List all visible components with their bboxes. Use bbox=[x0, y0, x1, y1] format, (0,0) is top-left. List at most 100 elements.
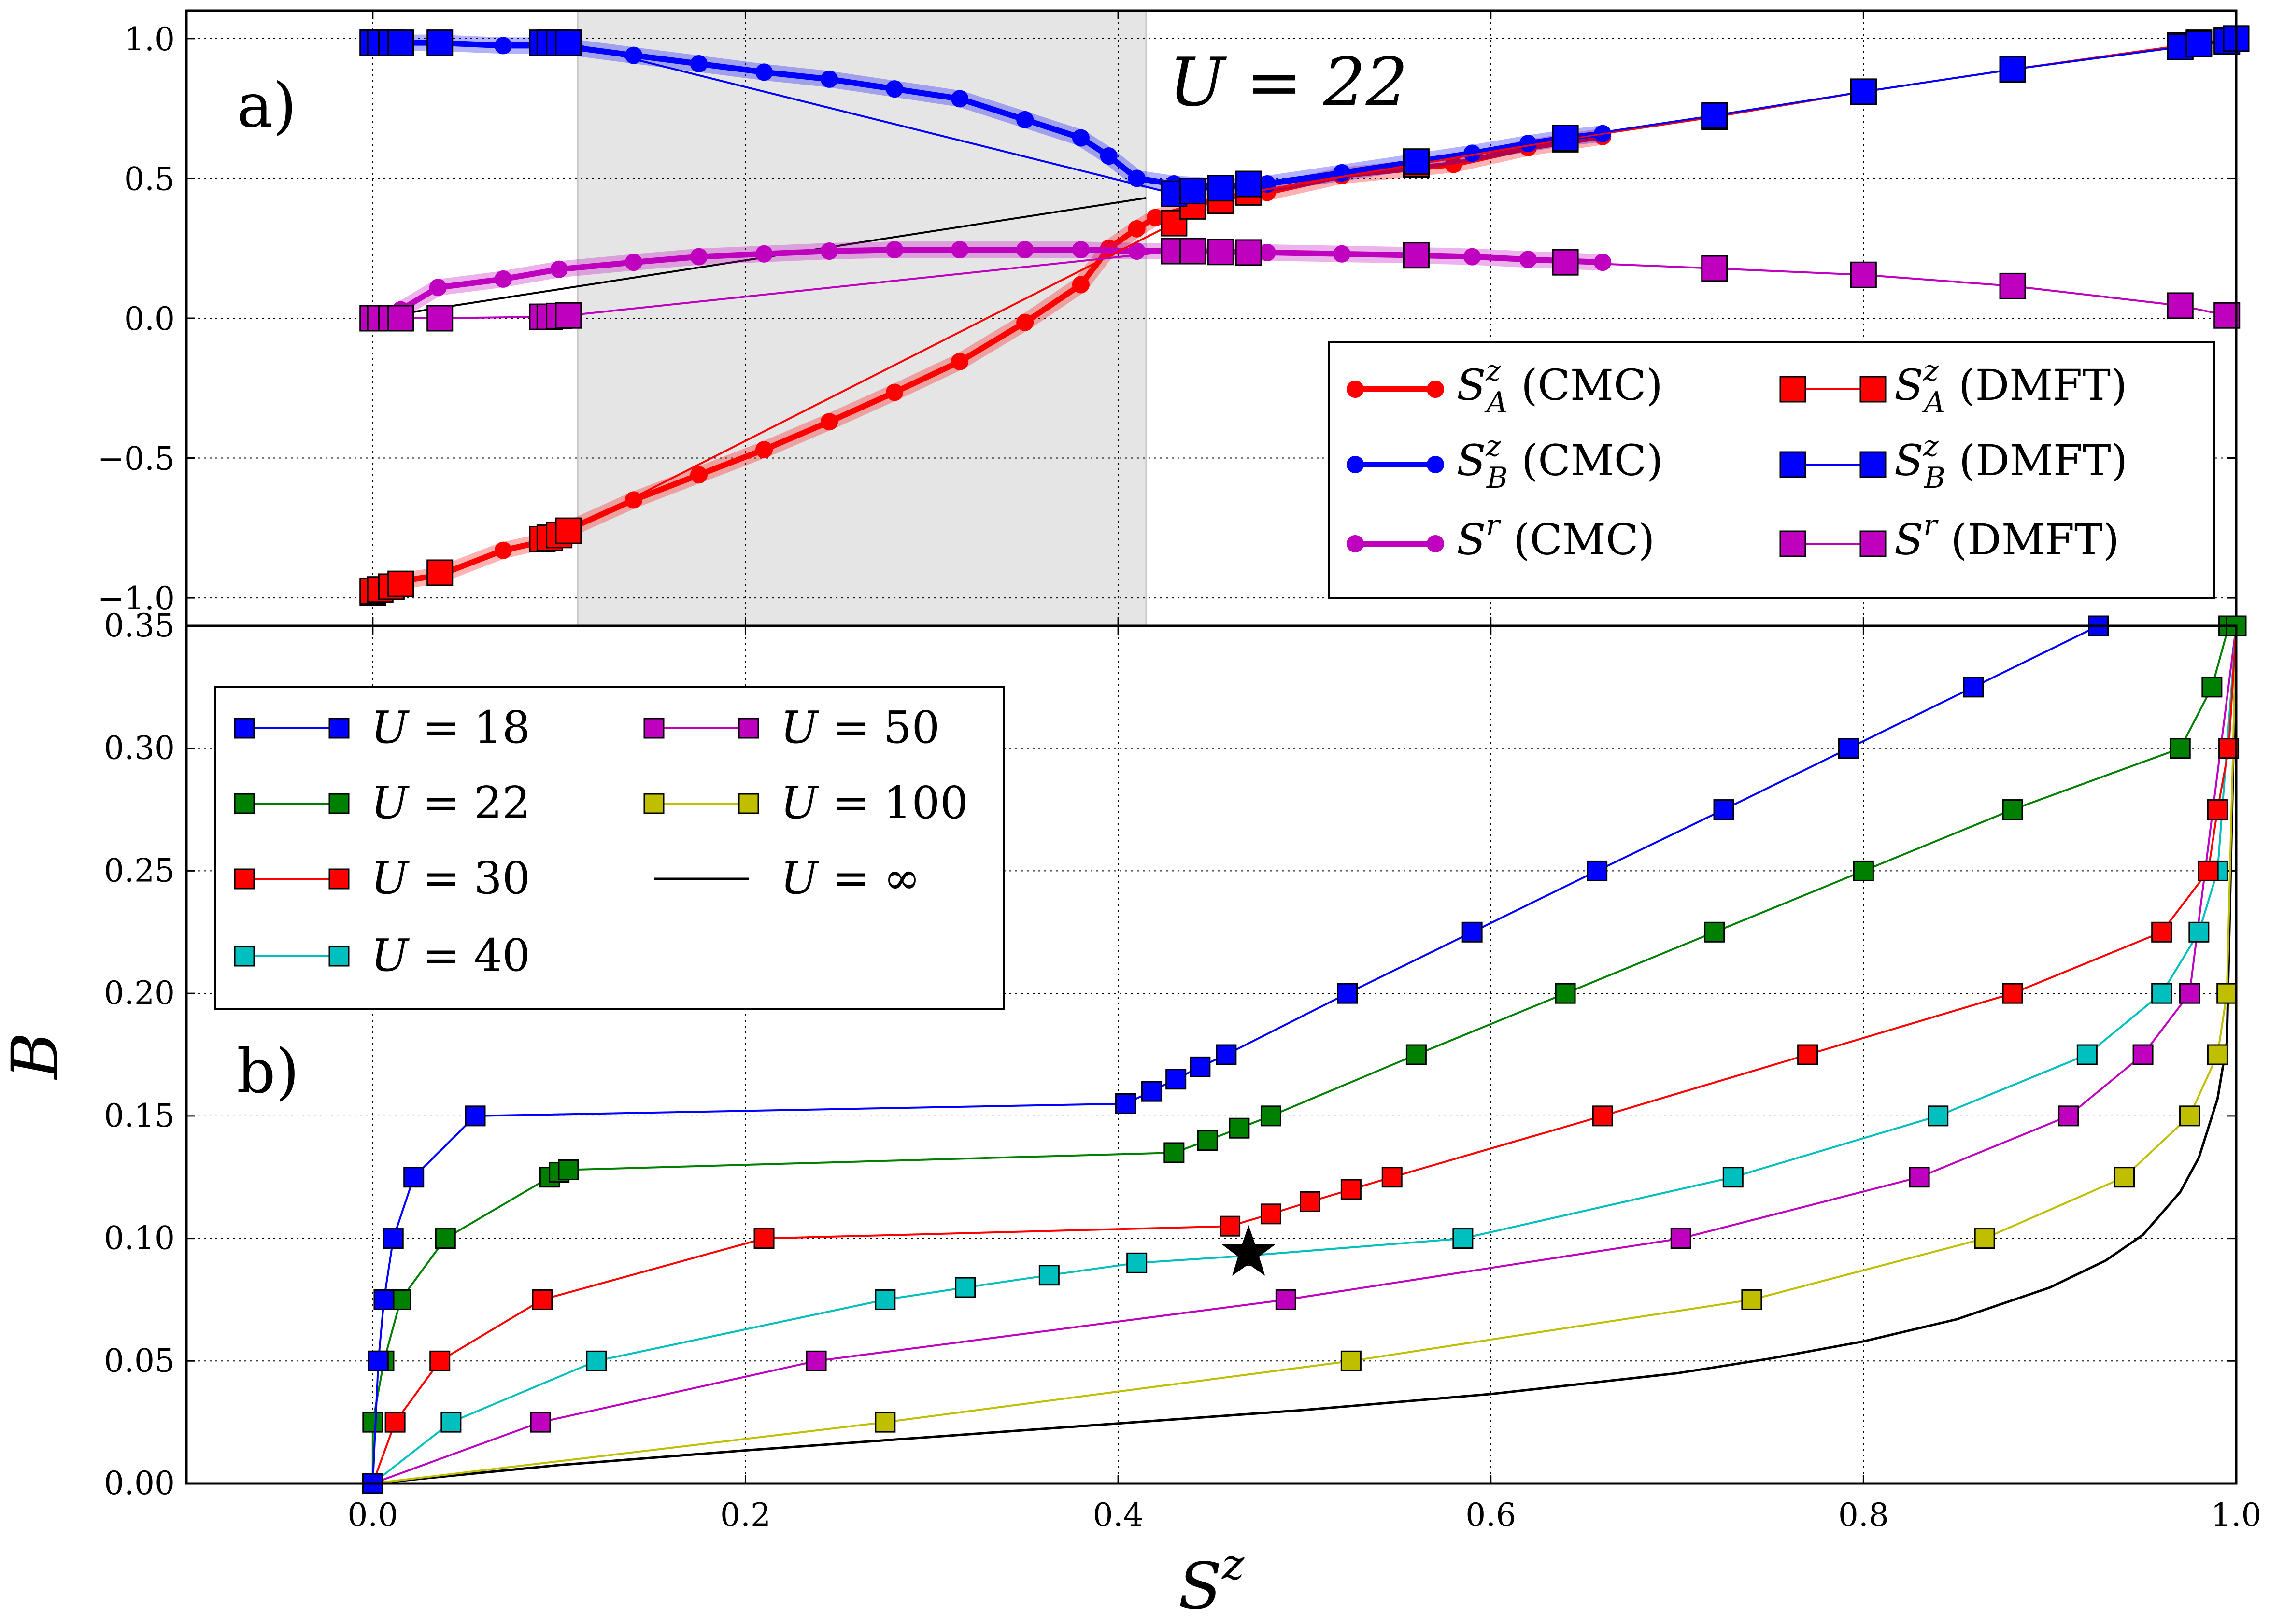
panel-b-series-3-point-13 bbox=[2188, 921, 2210, 943]
legend-b-marker-end-0 bbox=[328, 718, 350, 739]
legend-b-marker-start-2 bbox=[234, 868, 255, 890]
panel-b-ytick-label-1: 0.05 bbox=[104, 1342, 175, 1379]
panel-a-series-4-point-9 bbox=[555, 29, 582, 56]
panel-b-ytick-label-7: 0.35 bbox=[104, 607, 175, 644]
panel-a-series-1-point-11 bbox=[755, 63, 773, 81]
panel-a-legend: Sz A (CMC)Sz B (CMC)Sr (CMC)Sz A (DMFT)Sz B … bbox=[1328, 341, 2215, 599]
panel-a-series-1-point-15 bbox=[1016, 111, 1034, 128]
panel-a-series-2-point-10 bbox=[755, 245, 773, 263]
panel-b-series-1-point-11 bbox=[1260, 1105, 1281, 1127]
legend-b-marker-end-4 bbox=[738, 718, 759, 739]
legend-b-value-5: = 100 bbox=[818, 777, 968, 829]
legend-b-sym-4: U bbox=[780, 702, 820, 753]
panel-b-xtick-label-5: 1.0 bbox=[2211, 1497, 2262, 1534]
panel-a-series-5-point-9 bbox=[555, 302, 582, 329]
panel-b-series-3-point-6 bbox=[1126, 1252, 1148, 1273]
legend-b-label-3: U = 40 bbox=[371, 930, 530, 981]
legend-b-sym-5: U bbox=[780, 777, 820, 829]
panel-b-series-0-point-12 bbox=[1461, 921, 1483, 943]
legend-b-marker-end-1 bbox=[328, 793, 350, 814]
panel-b-series-5-point-8 bbox=[2216, 983, 2238, 1004]
panel-b-series-2-point-13 bbox=[2151, 921, 2172, 943]
panel-a-series-4-point-11 bbox=[1179, 178, 1206, 205]
panel-a-ytick-label-1: −0.5 bbox=[98, 440, 175, 478]
panel-a-series-2-point-5 bbox=[429, 279, 447, 297]
panel-b-xtick-label-2: 0.4 bbox=[1093, 1497, 1144, 1534]
panel-a-ytick-label-2: 0.0 bbox=[124, 300, 175, 338]
panel-a-ytick-label-0: −1.0 bbox=[98, 580, 175, 617]
panel-a-series-4-point-17 bbox=[1850, 78, 1877, 105]
panel-b-series-3-point-8 bbox=[1452, 1228, 1474, 1249]
legend-b-marker-end-3 bbox=[328, 946, 350, 967]
legend-a-suffix-3: (DMFT) bbox=[1945, 360, 2127, 410]
panel-b-xtick-label-4: 0.8 bbox=[1838, 1497, 1889, 1534]
legend-a-sub-0: A bbox=[1484, 386, 1507, 420]
panel-b-series-5-point-4 bbox=[1974, 1228, 1995, 1249]
panel-a-legend-box bbox=[1328, 341, 2215, 599]
panel-b-series-line-5 bbox=[372, 625, 2237, 1484]
panel-b-series-2-point-15 bbox=[2207, 799, 2228, 820]
legend-b-marker-end-2 bbox=[328, 868, 350, 890]
panel-a-series-0-point-14 bbox=[951, 353, 969, 370]
legend-a-label-3: Sz A (DMFT) bbox=[1894, 354, 2127, 420]
panel-a-series-0-point-6 bbox=[494, 541, 512, 559]
panel-a-series-4-point-15 bbox=[1552, 124, 1579, 151]
legend-b-value-3: = 40 bbox=[409, 930, 531, 981]
panel-b-series-line-6 bbox=[372, 625, 2238, 1485]
panel-b-series-2-point-1 bbox=[384, 1412, 406, 1433]
panel-b-series-0-point-8 bbox=[1165, 1069, 1187, 1090]
panel-a-series-1-point-13 bbox=[886, 80, 904, 98]
panel-b-ytick-label-6: 0.30 bbox=[104, 730, 175, 767]
panel-b-series-2-point-10 bbox=[1592, 1105, 1613, 1127]
panel-a-series-2-point-9 bbox=[690, 248, 708, 266]
legend-a-sup-1: z bbox=[1485, 429, 1501, 463]
panel-a-series-5-point-19 bbox=[2167, 292, 2194, 319]
legend-a-marker-start-1 bbox=[1347, 456, 1364, 473]
panel-b-series-2-point-12 bbox=[2002, 983, 2023, 1004]
legend-b-value-6: = ∞ bbox=[818, 852, 921, 904]
legend-a-marker-start-0 bbox=[1347, 381, 1364, 398]
legend-b-label-5: U = 100 bbox=[780, 777, 968, 829]
panel-b-series-1-point-4 bbox=[435, 1228, 456, 1249]
panel-b-series-0-point-7 bbox=[1141, 1081, 1163, 1102]
legend-a-marker-end-3 bbox=[1859, 376, 1887, 403]
legend-a-marker-end-0 bbox=[1427, 381, 1444, 398]
panel-a-series-0-point-10 bbox=[690, 466, 708, 484]
panel-b-series-4-point-2 bbox=[806, 1350, 827, 1371]
panel-a-series-2-point-14 bbox=[1016, 241, 1034, 259]
panel-a-series-4-point-20 bbox=[2185, 30, 2213, 57]
panel-b-series-2-point-9 bbox=[1381, 1167, 1403, 1188]
panel-b-series-2-point-14 bbox=[2198, 860, 2219, 881]
legend-a-suffix-2: (CMC) bbox=[1500, 515, 1655, 565]
panel-a-series-2-point-12 bbox=[886, 241, 904, 259]
panel-b-series-2-point-4 bbox=[753, 1228, 775, 1249]
panel-b-series-0-point-3 bbox=[383, 1228, 404, 1249]
panel-a-ytick-label-3: 0.5 bbox=[124, 160, 175, 198]
legend-a-marker-end-1 bbox=[1427, 456, 1444, 473]
legend-a-sym-3: S bbox=[1894, 360, 1923, 410]
panel-a-series-1-point-12 bbox=[821, 70, 838, 88]
legend-b-value-1: = 22 bbox=[409, 777, 531, 829]
panel-a-series-1-point-17 bbox=[1100, 147, 1118, 165]
u22-annotation: U = 22 bbox=[1169, 43, 1408, 121]
legend-b-marker-start-5 bbox=[643, 793, 665, 814]
panel-b-series-0-point-1 bbox=[368, 1350, 389, 1371]
panel-b-series-0-point-15 bbox=[1838, 738, 1859, 759]
star-marker bbox=[1222, 1225, 1276, 1276]
legend-b-sym-0: U bbox=[371, 702, 410, 753]
panel-a-series-2-point-13 bbox=[951, 241, 969, 259]
legend-a-marker-end-2 bbox=[1427, 535, 1444, 552]
panel-b-series-4-point-1 bbox=[530, 1412, 551, 1433]
panel-b-series-1-point-7 bbox=[558, 1159, 579, 1180]
panel-a-series-4-point-12 bbox=[1207, 175, 1234, 202]
legend-a-suffix-5: (DMFT) bbox=[1937, 515, 2119, 565]
x-axis-label-sup: z bbox=[1221, 1539, 1245, 1589]
legend-b-marker-end-5 bbox=[738, 793, 759, 814]
panel-b-ytick-label-3: 0.15 bbox=[104, 1097, 175, 1134]
legend-a-sup-3: z bbox=[1923, 354, 1939, 388]
panel-a-series-0-point-15 bbox=[1016, 313, 1034, 331]
panel-b-series-5-point-7 bbox=[2207, 1044, 2228, 1065]
panel-b-series-1-point-16 bbox=[2002, 799, 2023, 820]
panel-a-ytick-label-4: 1.0 bbox=[124, 21, 175, 58]
